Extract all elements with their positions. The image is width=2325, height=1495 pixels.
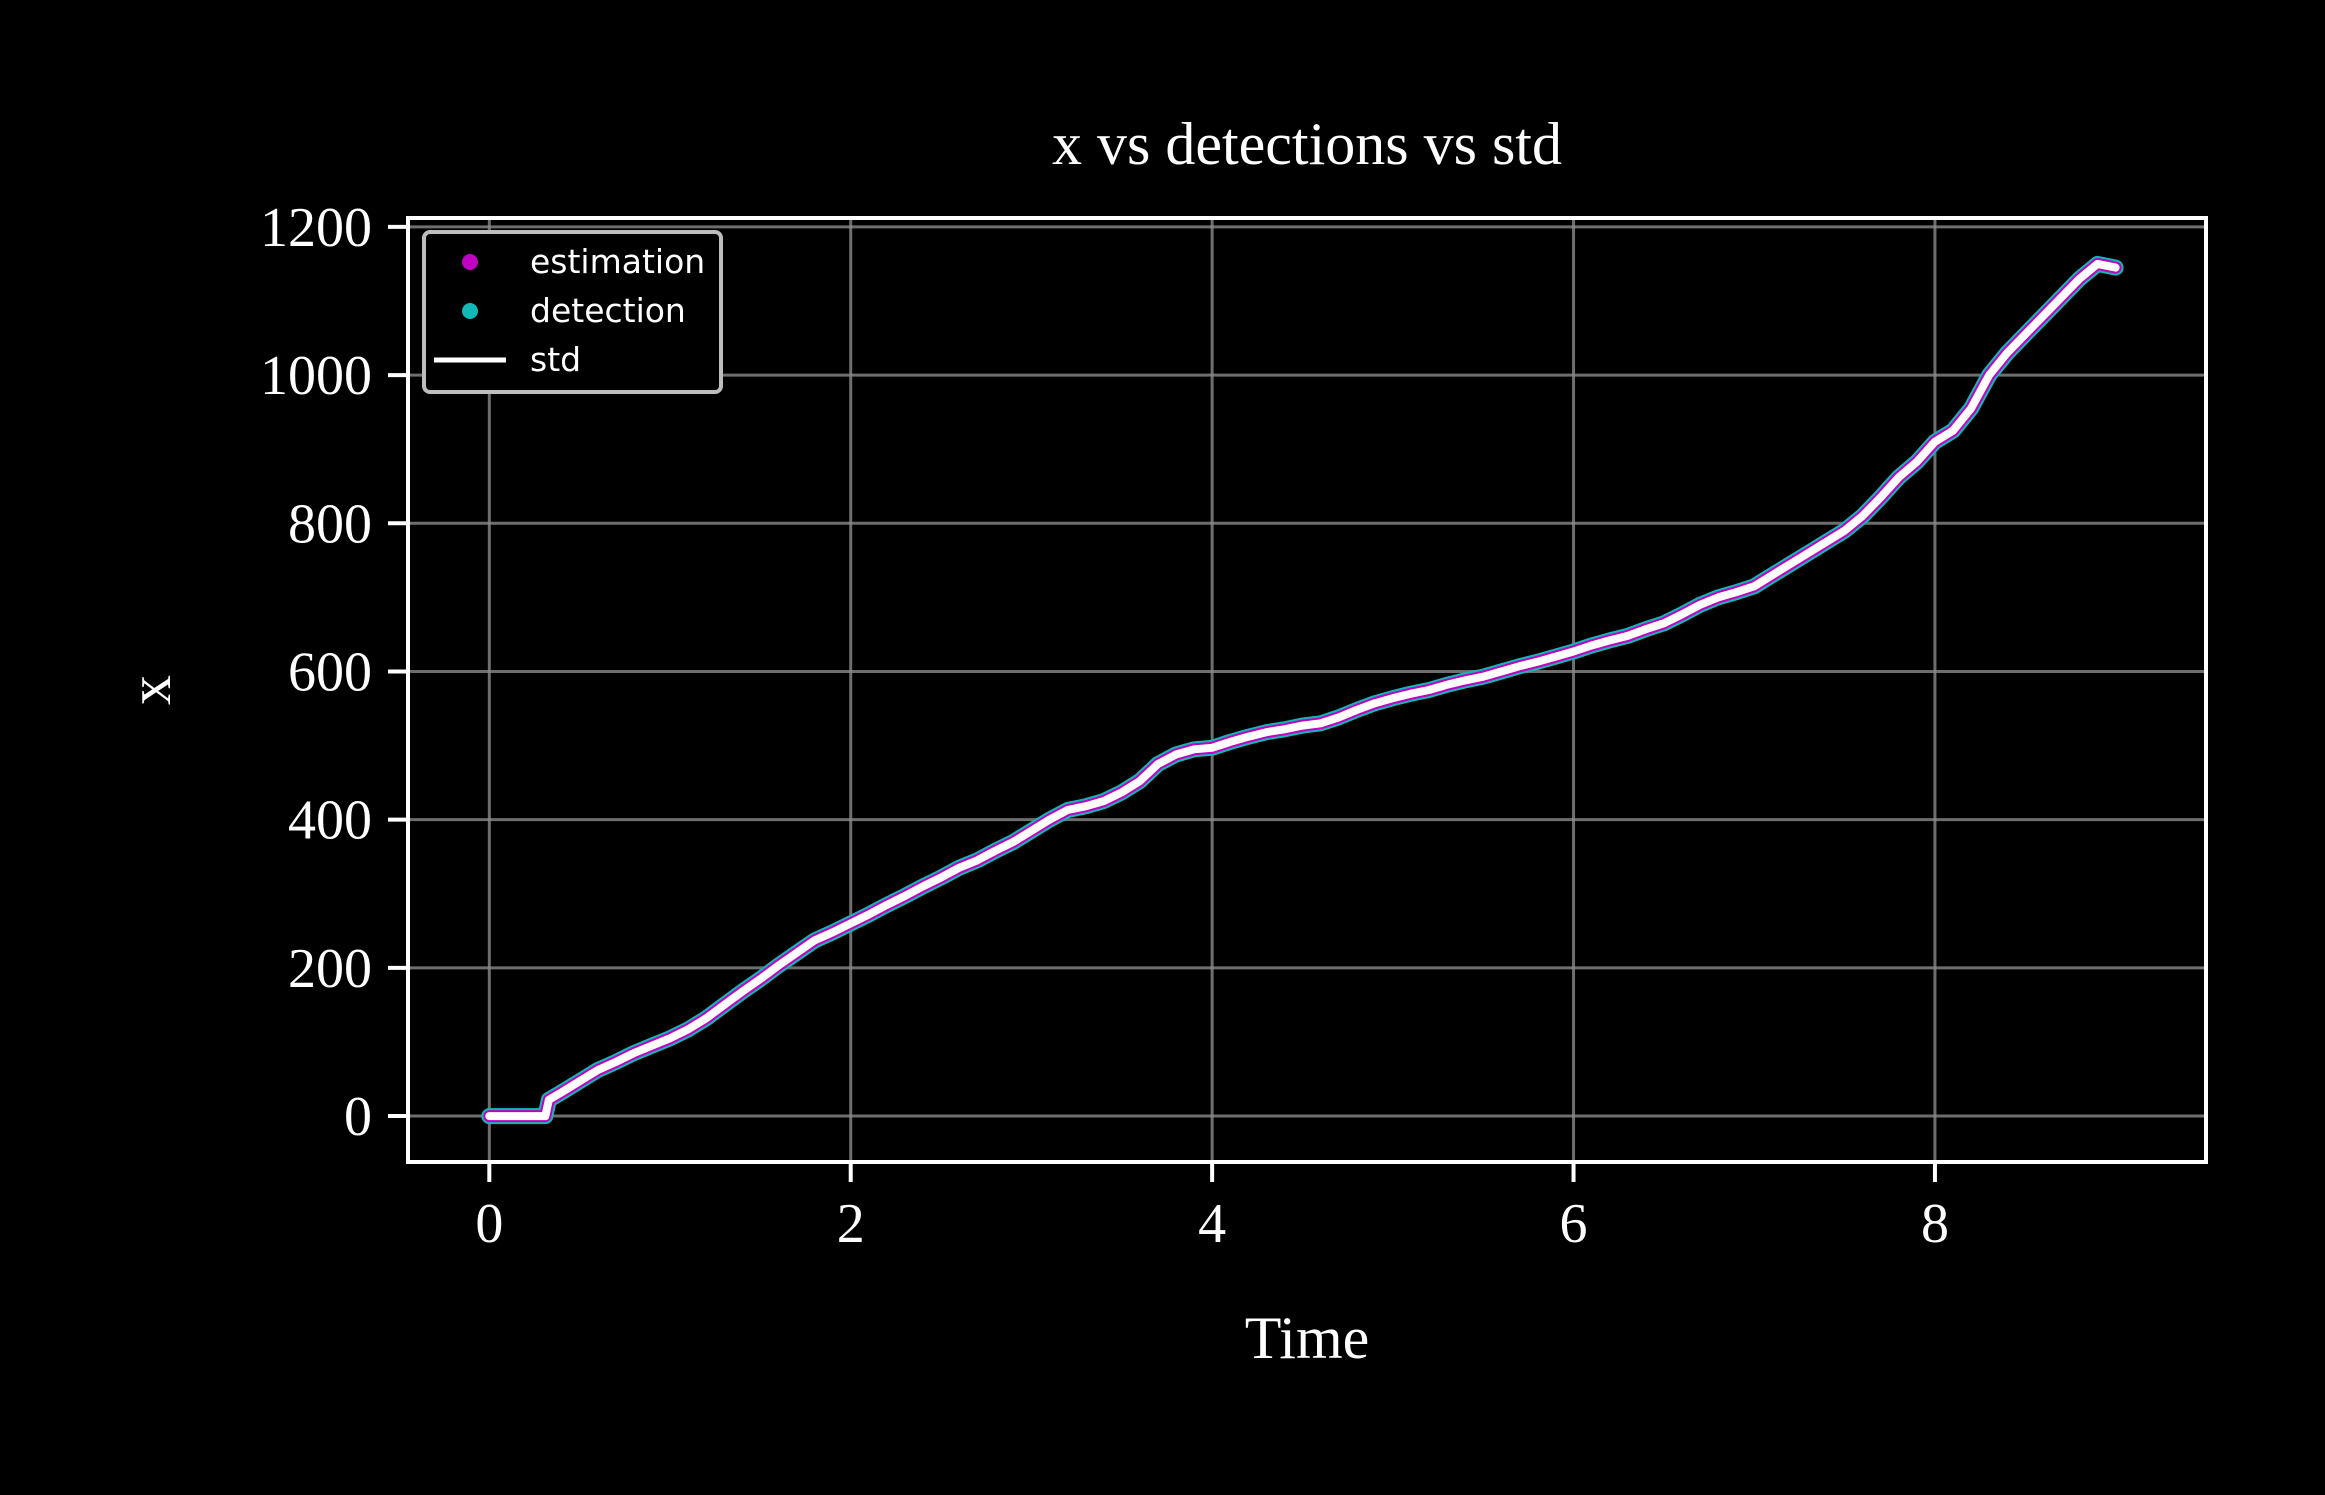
y-tick-label: 400 [288,790,372,852]
legend-estimation-marker [462,254,478,270]
legend-detection-label: detection [530,291,686,330]
x-tick-label: 0 [475,1193,503,1255]
legend: estimation detection std [422,230,723,394]
legend-std-label: std [530,340,581,379]
x-tick-label: 2 [837,1193,865,1255]
plot-frame [406,216,2208,1164]
legend-detection-marker [462,303,478,319]
plot-marks [481,255,2124,1125]
x-axis-label: Time [1245,1305,1370,1371]
chart-title: x vs detections vs std [1052,111,1562,177]
x-tick-label: 6 [1560,1193,1588,1255]
x-tick-label: 4 [1198,1193,1226,1255]
y-tick-label: 1000 [260,345,372,407]
y-axis-label: x [117,675,183,705]
axis-ticks: 0 2 4 6 8 0 200 400 600 800 1000 1200 [260,197,1949,1255]
y-tick-label: 1200 [260,197,372,259]
y-tick-label: 0 [344,1086,372,1148]
y-tick-label: 200 [288,938,372,1000]
legend-box [422,230,723,394]
legend-estimation-label: estimation [530,242,705,281]
y-tick-label: 800 [288,493,372,555]
x-tick-label: 8 [1921,1193,1949,1255]
std-series [485,259,2120,1121]
grid-lines [408,218,2206,1162]
y-tick-label: 600 [288,641,372,703]
